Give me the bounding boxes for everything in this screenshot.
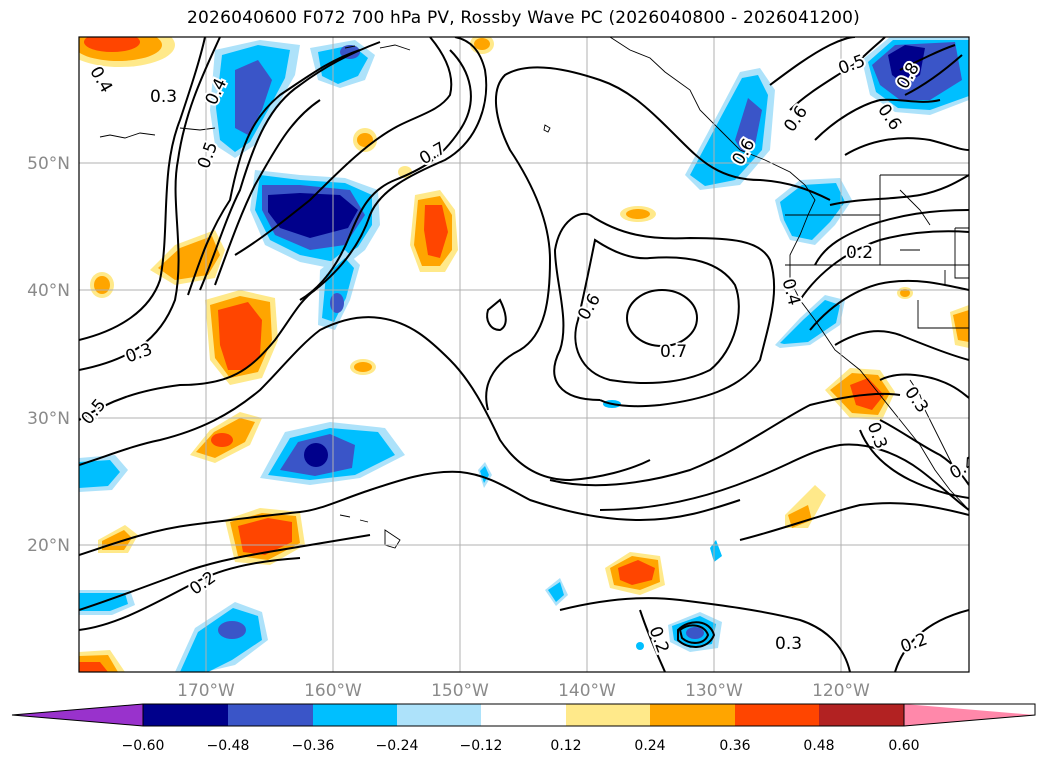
contour-label: 0.7: [660, 342, 687, 362]
anomaly-blob-positive: [79, 37, 175, 67]
lat-label: 20°N: [27, 536, 70, 556]
colorbar-tick-label: −0.60: [122, 738, 165, 754]
colorbar-segment: [650, 704, 735, 726]
colorbar-extend-max: [904, 704, 1035, 726]
contour-label: 0.2: [846, 243, 873, 263]
contour-label: 0.3: [775, 634, 802, 654]
longitude-labels: 170°W 160°W 150°W 140°W 130°W 120°W: [177, 681, 870, 701]
anomaly-blob-positive: [410, 190, 458, 272]
lon-label: 120°W: [812, 681, 870, 701]
lon-label: 160°W: [304, 681, 362, 701]
colorbar-tick-label: −0.48: [207, 738, 250, 754]
colorbar-tick-label: −0.36: [292, 738, 335, 754]
colorbar-tick-label: −0.24: [376, 738, 419, 754]
anomaly-blob-negative: [250, 170, 380, 270]
colorbar: −0.60 −0.48 −0.36 −0.24 −0.12 0.12 0.24 …: [11, 703, 1036, 754]
colorbar-tick-label: 0.36: [719, 738, 750, 754]
colorbar-extend-min: [12, 704, 143, 726]
anomaly-blob-negative: [175, 602, 268, 672]
colorbar-segment: [566, 704, 650, 726]
colorbar-tick-label: 0.12: [550, 738, 581, 754]
lon-label: 130°W: [685, 681, 743, 701]
colorbar-segment: [397, 704, 481, 726]
colorbar-tick-label: 0.60: [888, 738, 919, 754]
anomaly-blob-positive: [605, 552, 665, 595]
lat-label: 50°N: [27, 154, 70, 174]
colorbar-segment: [228, 704, 313, 726]
anomaly-blob-positive: [190, 412, 262, 463]
anomaly-blob-positive: [225, 508, 305, 565]
latitude-labels: 50°N 40°N 30°N 20°N: [27, 154, 70, 556]
pv-contours: [79, 37, 969, 672]
colorbar-segment: [735, 704, 819, 726]
anomaly-blob-positive: [205, 290, 278, 385]
colorbar-segment: [143, 704, 228, 726]
colorbar-tick-label: −0.12: [460, 738, 503, 754]
lon-label: 140°W: [558, 681, 616, 701]
lat-label: 30°N: [27, 409, 70, 429]
lat-label: 40°N: [27, 281, 70, 301]
colorbar-tick-label: 0.48: [803, 738, 834, 754]
colorbar-tick-label: 0.24: [634, 738, 665, 754]
map-title: 2026040600 F072 700 hPa PV, Rossby Wave …: [187, 8, 860, 28]
anomaly-blob-negative: [862, 37, 969, 115]
colorbar-segment: [819, 704, 904, 726]
coastlines: [99, 37, 969, 549]
colorbar-segment: [481, 704, 566, 726]
lon-label: 150°W: [431, 681, 489, 701]
anomaly-blob-positive: [825, 368, 895, 420]
lon-label: 170°W: [177, 681, 235, 701]
contour-label: 0.3: [150, 87, 177, 107]
map-frame: [78, 36, 970, 673]
anomaly-blob-negative: [310, 40, 375, 88]
colorbar-segment: [313, 704, 397, 726]
anomaly-blob-negative: [685, 68, 775, 190]
graticule: [79, 37, 969, 672]
anomaly-blob-negative: [210, 40, 300, 158]
